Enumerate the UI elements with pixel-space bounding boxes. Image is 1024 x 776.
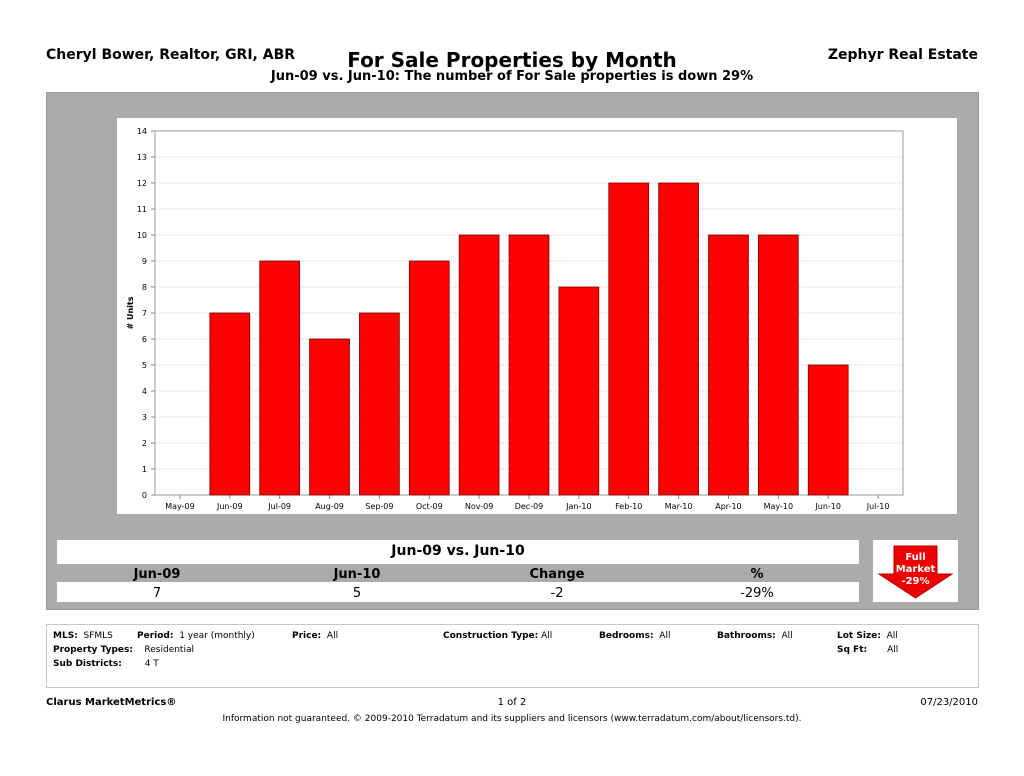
bar-oct-09 xyxy=(408,260,450,496)
down-arrow-icon: Full Market -29% xyxy=(877,545,954,599)
summary-value-percent: -29% xyxy=(740,586,774,601)
report-title: For Sale Properties by Month xyxy=(347,48,677,72)
lotsize-value: All xyxy=(886,631,898,641)
page-number: 1 of 2 xyxy=(497,697,527,708)
sub-districts-value: 4 T xyxy=(144,659,159,669)
summary-header-jun10: Jun-10 xyxy=(333,567,381,582)
bar-jan-10 xyxy=(558,286,600,496)
full-market-badge: Full Market -29% xyxy=(873,540,958,602)
agent-name: Cheryl Bower, Realtor, GRI, ABR xyxy=(46,47,296,63)
sqft-label: Sq Ft: xyxy=(837,645,868,655)
summary-title: Jun-09 vs. Jun-10 xyxy=(391,543,525,559)
sub-districts-label: Sub Districts: xyxy=(53,659,122,669)
x-tick-label: Nov-09 xyxy=(465,502,493,511)
sqft-value: All xyxy=(887,645,899,655)
bathrooms-value: All xyxy=(781,631,793,641)
x-tick-label: May-10 xyxy=(764,502,793,511)
x-tick-label: Dec-09 xyxy=(515,502,544,511)
period-value: 1 year (monthly) xyxy=(179,631,255,641)
x-tick-label: Aug-09 xyxy=(315,502,344,511)
summary-value-change: -2 xyxy=(550,586,564,601)
x-tick-label: Sep-09 xyxy=(365,502,393,511)
construction-value: All xyxy=(541,631,553,641)
y-tick-label: 6 xyxy=(142,335,147,344)
y-tick-label: 2 xyxy=(142,439,147,448)
report-subtitle: Jun-09 vs. Jun-10: The number of For Sal… xyxy=(270,69,754,84)
summary-header-jun09: Jun-09 xyxy=(133,567,181,582)
y-tick-label: 7 xyxy=(142,309,147,318)
badge-line1: Full xyxy=(905,552,925,563)
summary-table: Jun-09 vs. Jun-10 Jun-09 Jun-10 Change %… xyxy=(57,540,859,602)
y-tick-label: 12 xyxy=(137,179,147,188)
report-date: 07/23/2010 xyxy=(920,697,978,708)
y-tick-label: 13 xyxy=(137,153,147,162)
bar-may-10 xyxy=(757,234,799,496)
bar-dec-09 xyxy=(508,234,550,496)
summary-header-band xyxy=(57,564,859,582)
y-tick-label: 1 xyxy=(142,465,147,474)
badge-line2: Market xyxy=(896,564,936,575)
bar-nov-09 xyxy=(458,234,500,496)
y-tick-label: 3 xyxy=(142,413,147,422)
brokerage-name: Zephyr Real Estate xyxy=(827,47,978,63)
bar-feb-10 xyxy=(608,182,650,496)
x-tick-label: Feb-10 xyxy=(615,502,642,511)
price-label: Price: xyxy=(292,631,322,641)
x-tick-label: May-09 xyxy=(165,502,194,511)
lotsize-label: Lot Size: xyxy=(837,631,881,641)
y-tick-label: 5 xyxy=(142,361,147,370)
x-tick-label: Jan-10 xyxy=(565,502,591,511)
chart-panel: 0 1 2 3 4 5 6 7 8 9 10 11 12 13 14 May-09 Jun-09 Jul-09 Au… xyxy=(46,92,979,610)
bathrooms-label: Bathrooms: xyxy=(717,631,776,641)
y-tick-label: 8 xyxy=(142,283,147,292)
construction-label: Construction Type: xyxy=(443,631,539,641)
summary-value-jun09: 7 xyxy=(152,586,162,601)
bar-mar-10 xyxy=(658,182,699,496)
footer-brand: Clarus MarketMetrics® xyxy=(46,697,177,708)
y-axis-title: # Units xyxy=(126,296,135,329)
disclaimer: Information not guaranteed. © 2009-2010 … xyxy=(222,714,802,724)
bar-jun-10 xyxy=(807,364,849,496)
bedrooms-value: All xyxy=(659,631,671,641)
period-label: Period: xyxy=(137,631,174,641)
x-tick-label: Jun-09 xyxy=(216,502,243,511)
y-tick-label: 14 xyxy=(137,127,147,136)
y-tick-label: 11 xyxy=(137,205,147,214)
bar-aug-09 xyxy=(309,338,350,496)
summary-header-change: Change xyxy=(529,567,585,582)
x-tick-label: Jul-09 xyxy=(267,502,291,511)
y-tick-label: 10 xyxy=(137,231,147,240)
bar-jun-09 xyxy=(209,312,251,496)
mls-label: MLS: xyxy=(53,631,78,641)
x-tick-label: Mar-10 xyxy=(665,502,693,511)
x-tick-label: Oct-09 xyxy=(416,502,443,511)
search-criteria: MLS: SFMLS Period: 1 year (monthly) Pric… xyxy=(46,624,979,688)
bar-jul-09 xyxy=(259,260,301,496)
bar-apr-10 xyxy=(708,234,749,496)
y-tick-label: 9 xyxy=(142,257,147,266)
bar-sep-09 xyxy=(359,312,400,496)
mls-value: SFMLS xyxy=(83,631,113,641)
property-types-label: Property Types: xyxy=(53,645,133,655)
bedrooms-label: Bedrooms: xyxy=(599,631,654,641)
property-types-value: Residential xyxy=(144,645,194,655)
badge-value: -29% xyxy=(901,576,929,587)
x-tick-label: Jun-10 xyxy=(814,502,841,511)
y-tick-label: 0 xyxy=(142,491,147,500)
y-tick-label: 4 xyxy=(142,387,147,396)
summary-header-percent: % xyxy=(750,567,764,582)
summary-value-jun10: 5 xyxy=(352,586,362,601)
price-value: All xyxy=(326,631,339,641)
x-tick-label: Apr-10 xyxy=(715,502,741,511)
x-tick-label: Jul-10 xyxy=(866,502,890,511)
